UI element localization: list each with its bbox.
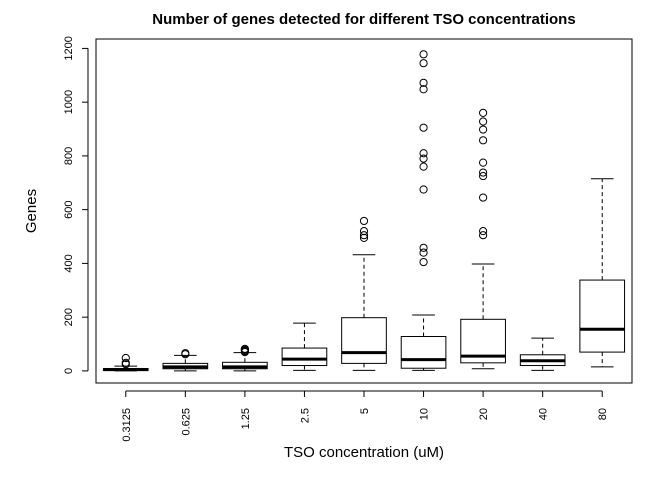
outlier-point bbox=[121, 353, 130, 363]
box-group bbox=[222, 344, 268, 372]
outlier-point bbox=[419, 50, 428, 59]
outlier-point bbox=[419, 85, 428, 94]
outlier-point bbox=[479, 193, 488, 202]
x-tick-label: 0.3125 bbox=[121, 408, 133, 442]
outlier-point bbox=[359, 227, 369, 236]
x-tick-label: 1.25 bbox=[240, 408, 252, 429]
outlier-point bbox=[479, 125, 488, 134]
chart-title: Number of genes detected for different T… bbox=[152, 11, 575, 28]
box bbox=[281, 347, 328, 367]
outlier-point bbox=[181, 349, 190, 358]
box-group bbox=[460, 108, 506, 370]
outlier-point bbox=[479, 117, 488, 126]
outlier-point bbox=[359, 231, 369, 240]
outlier-point bbox=[479, 108, 488, 118]
box-group bbox=[341, 216, 387, 371]
boxes bbox=[102, 50, 626, 372]
box-group bbox=[519, 337, 566, 371]
outlier-point bbox=[479, 171, 488, 181]
outlier-point bbox=[359, 216, 369, 226]
x-tick-label: 80 bbox=[597, 408, 609, 420]
y-axis-label: Genes bbox=[23, 189, 40, 233]
x-tick-label: 10 bbox=[419, 408, 431, 420]
outlier-point bbox=[121, 358, 130, 367]
outlier-point bbox=[479, 158, 488, 167]
outlier-point bbox=[479, 231, 488, 240]
x-tick-label: 40 bbox=[538, 408, 550, 420]
outlier-point bbox=[419, 248, 428, 257]
x-axis: 0.3125 0.625 1.25 2.5 5 10 20 40 80 bbox=[121, 390, 609, 442]
x-tick-label: 2.5 bbox=[299, 408, 311, 423]
outlier-point bbox=[419, 185, 428, 194]
y-tick-label: 200 bbox=[63, 308, 75, 326]
box-group bbox=[400, 50, 447, 371]
y-tick-label: 600 bbox=[63, 200, 75, 218]
y-axis: 0 200 400 600 800 1000 1200 bbox=[63, 36, 89, 374]
outlier-point bbox=[419, 162, 428, 171]
outlier-point bbox=[240, 344, 249, 353]
box bbox=[400, 336, 447, 369]
x-tick-label: 20 bbox=[478, 408, 490, 420]
outlier-point bbox=[419, 59, 428, 68]
box-group bbox=[579, 178, 626, 368]
outlier-point bbox=[479, 136, 488, 145]
outlier-point bbox=[419, 257, 428, 267]
outlier-point bbox=[419, 154, 428, 163]
box-group bbox=[281, 322, 328, 371]
outlier-point bbox=[479, 227, 488, 236]
x-tick-label: 0.625 bbox=[180, 408, 192, 436]
x-axis-label: TSO concentration (uM) bbox=[284, 444, 444, 461]
outlier-point bbox=[419, 149, 428, 158]
outlier-point bbox=[419, 123, 428, 132]
y-tick-label: 1000 bbox=[63, 90, 75, 114]
y-tick-label: 800 bbox=[63, 147, 75, 165]
y-tick-label: 0 bbox=[63, 368, 75, 374]
box-group bbox=[102, 353, 149, 372]
x-tick-label: 5 bbox=[359, 408, 371, 414]
outlier-point bbox=[419, 243, 428, 252]
box-group bbox=[162, 349, 209, 372]
box bbox=[579, 279, 626, 353]
y-tick-label: 400 bbox=[63, 254, 75, 272]
box bbox=[341, 317, 387, 364]
plot-frame bbox=[95, 38, 633, 384]
outlier-point bbox=[419, 78, 428, 87]
outlier-point bbox=[479, 168, 488, 177]
y-tick-label: 1200 bbox=[63, 36, 75, 60]
